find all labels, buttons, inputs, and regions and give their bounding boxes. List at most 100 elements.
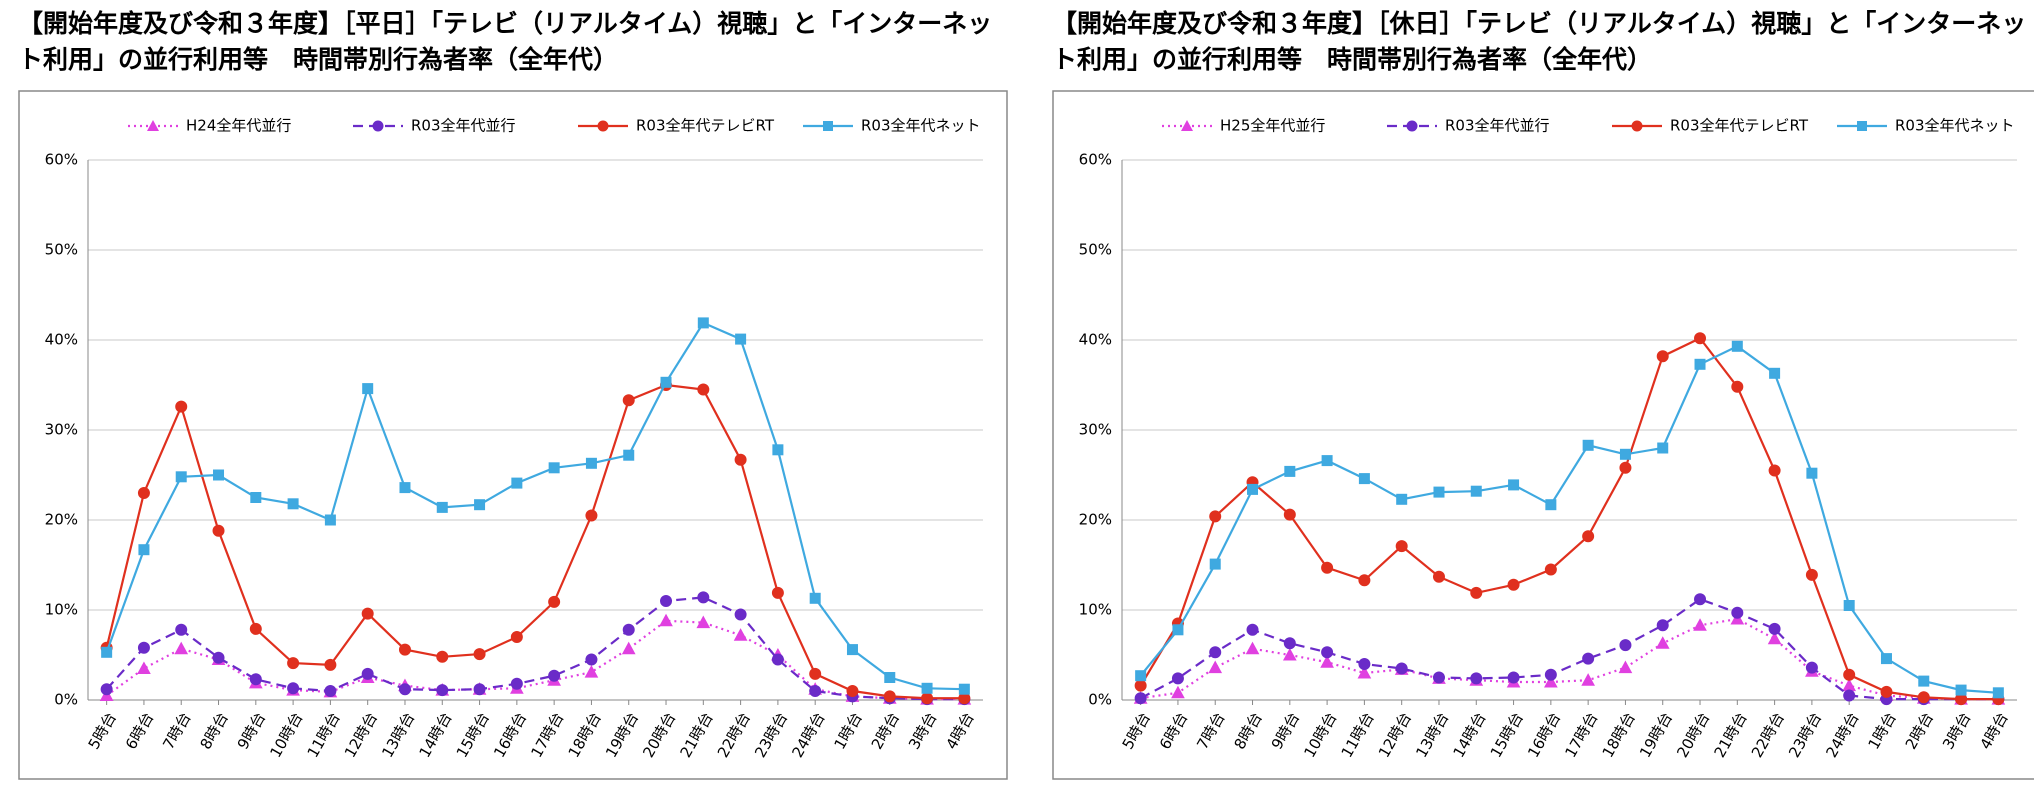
marker xyxy=(137,661,151,674)
marker xyxy=(510,677,523,690)
marker xyxy=(697,317,709,329)
x-tick-label: 19時台 xyxy=(1636,709,1676,761)
marker xyxy=(249,673,262,686)
marker xyxy=(622,623,635,636)
chart-panel: 【開始年度及び令和３年度】［休日］「テレビ（リアルタイム）視聴」と「インターネッ… xyxy=(1052,6,2034,780)
marker xyxy=(249,622,262,635)
legend-symbol xyxy=(1857,121,1867,131)
x-tick-label: 21時台 xyxy=(1711,709,1751,761)
legend-marker xyxy=(1181,120,1193,131)
marker xyxy=(287,498,299,510)
x-tick-label: 20時台 xyxy=(1673,709,1713,761)
x-tick-label: 20時台 xyxy=(639,709,679,761)
chart-title: 【開始年度及び令和３年度】［平日］「テレビ（リアルタイム）視聴」と「インターネッ… xyxy=(18,9,993,74)
marker xyxy=(1805,661,1818,674)
chart: 0%10%20%30%40%50%60%5時台 6時台 7時台 8時台 9時台10時台1… xyxy=(18,90,1008,780)
marker xyxy=(1358,574,1371,587)
marker xyxy=(883,690,896,703)
marker xyxy=(324,658,337,671)
marker xyxy=(1171,685,1185,699)
x-tick-label: 8時台 xyxy=(197,709,232,752)
chart-title: 【開始年度及び令和３年度】［休日］「テレビ（リアルタイム）視聴」と「インターネッ… xyxy=(1052,9,2027,74)
marker xyxy=(1619,639,1632,652)
y-tick-label: 30% xyxy=(45,421,78,439)
marker xyxy=(399,482,411,494)
marker xyxy=(137,487,150,499)
legend-label: R03全年代並行 xyxy=(411,117,516,135)
y-tick-label: 20% xyxy=(1079,511,1112,529)
x-tick-label: 11時台 xyxy=(1338,709,1378,761)
marker xyxy=(1842,678,1857,692)
marker xyxy=(585,509,598,522)
marker xyxy=(1582,530,1595,543)
marker xyxy=(659,613,673,627)
series xyxy=(1135,340,2004,699)
marker xyxy=(474,499,486,511)
y-tick-label: 60% xyxy=(1079,151,1112,169)
marker xyxy=(585,457,597,469)
marker xyxy=(100,683,113,696)
marker xyxy=(1992,687,2004,699)
marker xyxy=(1470,586,1483,599)
marker xyxy=(1282,647,1297,661)
marker xyxy=(213,469,225,481)
marker xyxy=(809,592,821,604)
marker xyxy=(362,383,374,395)
x-tick-label: 22時台 xyxy=(714,709,754,761)
marker xyxy=(137,641,150,654)
marker xyxy=(1209,510,1222,523)
y-tick-label: 0% xyxy=(1088,691,1112,709)
marker xyxy=(1470,485,1482,497)
x-tick-label: 15時台 xyxy=(453,709,493,761)
marker xyxy=(1843,600,1855,611)
marker xyxy=(1769,367,1781,379)
marker xyxy=(174,641,189,655)
legend-symbol xyxy=(147,120,159,131)
marker xyxy=(921,682,933,694)
marker xyxy=(1694,332,1707,345)
marker xyxy=(250,492,262,503)
x-tick-label: 5時台 xyxy=(85,709,120,752)
marker xyxy=(735,333,747,345)
x-tick-label: 23時台 xyxy=(1785,709,1825,761)
legend-marker xyxy=(1406,120,1418,132)
marker xyxy=(1694,593,1707,606)
x-tick-label: 1時台 xyxy=(830,709,865,752)
marker xyxy=(473,683,486,696)
marker xyxy=(473,648,486,661)
marker xyxy=(846,685,859,697)
marker xyxy=(1134,679,1147,692)
x-tick-label: 1時台 xyxy=(1864,709,1899,752)
x-tick-label: 10時台 xyxy=(1300,709,1340,761)
marker xyxy=(1582,652,1595,665)
legend-label: H24全年代並行 xyxy=(186,117,291,135)
marker xyxy=(1880,685,1893,698)
x-tick-label: 2時台 xyxy=(1902,709,1937,752)
x-tick-label: 19時台 xyxy=(602,709,642,761)
x-tick-label: 13時台 xyxy=(1412,709,1452,761)
y-tick-label: 60% xyxy=(45,151,78,169)
marker xyxy=(175,623,188,636)
marker xyxy=(324,514,336,526)
marker xyxy=(1172,624,1184,636)
legend-symbol xyxy=(597,120,609,132)
series-line xyxy=(105,596,965,701)
x-tick-label: 10時台 xyxy=(266,709,306,761)
legend-label: R03全年代テレビRT xyxy=(636,117,775,135)
marker xyxy=(1433,486,1445,498)
marker xyxy=(1507,578,1520,591)
marker xyxy=(548,595,561,608)
marker xyxy=(884,672,896,683)
legend-marker xyxy=(1857,121,1867,131)
marker xyxy=(1656,350,1669,363)
marker xyxy=(398,643,411,656)
marker xyxy=(212,524,225,537)
marker xyxy=(1395,540,1408,553)
marker xyxy=(697,383,710,396)
series-line xyxy=(105,383,965,700)
marker xyxy=(398,683,411,696)
marker xyxy=(623,449,635,461)
marker xyxy=(1581,673,1595,686)
series-line xyxy=(1140,617,1999,701)
